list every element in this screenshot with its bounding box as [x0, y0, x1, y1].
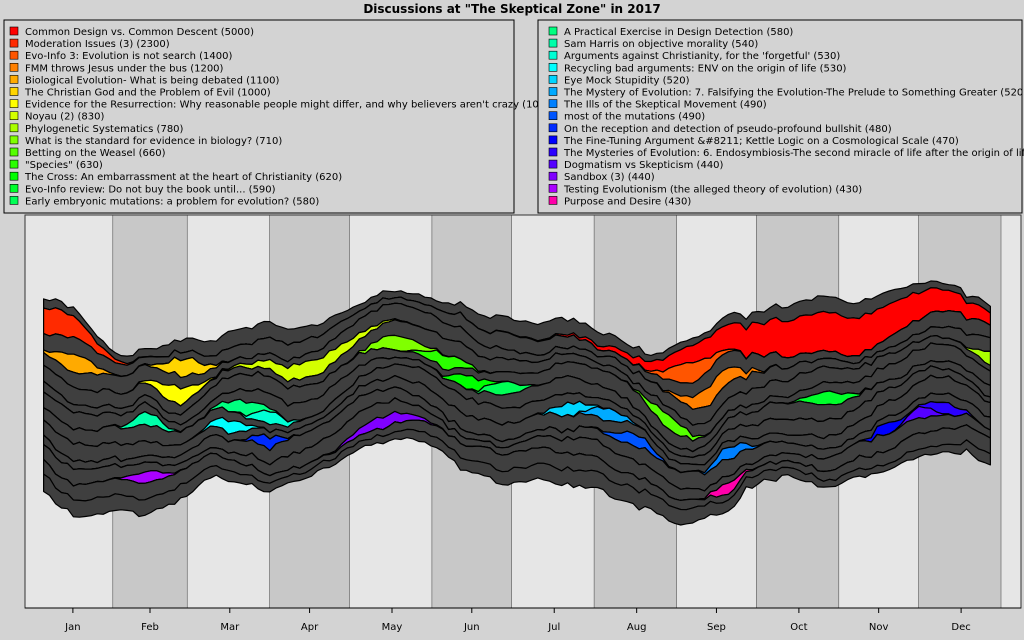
legend-left: Common Design vs. Common Descent (5000)M…: [3, 19, 556, 214]
legend-swatch: [9, 87, 19, 96]
legend-swatch: [548, 75, 558, 84]
legend-swatch: [9, 147, 19, 157]
legend-entry: The Fine-Tuning Argument &#8211; Kettle …: [563, 136, 959, 147]
legend-entry: Evo-Info 3: Evolution is not search (140…: [25, 51, 232, 62]
legend-entry: FMM throws Jesus under the bus (1200): [25, 63, 224, 74]
legend-entry: The Christian God and the Problem of Evi…: [24, 88, 271, 99]
legend-swatch: [9, 196, 19, 205]
legend-entry: The Mystery of Evolution: 7. Falsifying …: [563, 88, 1024, 99]
legend-entry: Noyau (2) (830): [25, 112, 104, 123]
legend-swatch: [9, 75, 19, 84]
x-tick-label: Aug: [627, 622, 647, 633]
legend-entry: Purpose and Desire (430): [564, 196, 691, 207]
legend-swatch: [9, 171, 19, 181]
legend-box: [3, 19, 515, 214]
legend-swatch: [548, 26, 558, 36]
legend-entry: On the reception and detection of pseudo…: [564, 124, 892, 135]
legend-swatch: [9, 38, 19, 48]
x-tick-label: Jan: [64, 622, 80, 633]
legend-entry: The Cross: An embarrassment at the heart…: [24, 172, 342, 183]
legend-entry: most of the mutations (490): [564, 112, 705, 123]
x-tick-label: May: [382, 622, 403, 633]
x-tick-label: Oct: [790, 622, 807, 633]
legend-entry: A Practical Exercise in Design Detection…: [564, 27, 793, 38]
legend-swatch: [548, 147, 558, 157]
legend-entry: Dogmatism vs Skepticism (440): [564, 160, 724, 171]
legend-swatch: [9, 99, 19, 108]
legend-swatch: [9, 62, 19, 72]
legend-entry: Testing Evolutionism (the alleged theory…: [563, 184, 862, 195]
legend-swatch: [548, 159, 558, 169]
x-axis: Jan Feb Mar Apr May Jun Jul Aug Sep Oct Nov Dec: [25, 607, 1021, 633]
chart-title: Discussions at "The Skeptical Zone" in 2…: [363, 2, 660, 16]
legend-entry: Eye Mock Stupidity (520): [564, 75, 690, 86]
legend-swatch: [548, 171, 558, 181]
legend-swatch: [548, 62, 558, 72]
legend-right: A Practical Exercise in Design Detection…: [537, 19, 1024, 214]
legend-swatch: [548, 99, 558, 108]
legend-swatch: [9, 135, 19, 145]
x-tick-label: Jun: [463, 622, 480, 633]
legend-swatch: [548, 50, 558, 60]
x-tick-label: Sep: [707, 622, 726, 633]
legend-swatch: [548, 135, 558, 145]
stream-layer-other: [43, 428, 991, 526]
legend-entry: Early embryonic mutations: a problem for…: [25, 196, 319, 207]
legend-entry: Sam Harris on objective morality (540): [564, 39, 758, 50]
legend-entry: Phylogenetic Systematics (780): [25, 124, 184, 135]
legend-entry: Common Design vs. Common Descent (5000): [25, 27, 254, 38]
legend-entry: Moderation Issues (3) (2300): [25, 39, 170, 50]
legend-entry: Evidence for the Resurrection: Why reaso…: [25, 100, 556, 111]
legend-swatch: [548, 111, 558, 120]
legend-swatch: [9, 50, 19, 60]
legend-entry: Biological Evolution- What is being deba…: [25, 75, 279, 86]
legend-swatch: [548, 123, 558, 133]
legend-swatch: [548, 196, 558, 205]
legend-entry: Recycling bad arguments: ENV on the orig…: [564, 63, 847, 74]
x-tick-label: Mar: [220, 622, 240, 633]
legend-box: [537, 19, 1023, 214]
legend-swatch: [9, 111, 19, 120]
legend-entry: What is the standard for evidence in bio…: [25, 136, 282, 147]
legend-entry: The Ills of the Skeptical Movement (490): [563, 100, 767, 111]
legend-swatch: [548, 87, 558, 96]
legend-entry: Betting on the Weasel (660): [25, 148, 166, 159]
x-tick-label: Dec: [951, 622, 970, 633]
legend-swatch: [548, 184, 558, 193]
x-tick-label: Nov: [869, 622, 889, 633]
legend-swatch: [9, 26, 19, 36]
x-tick-label: Jul: [547, 622, 560, 633]
legend-entry: The Mysteries of Evolution: 6. Endosymbi…: [563, 148, 1024, 159]
legend-entry: "Species" (630): [25, 160, 103, 171]
legend-swatch: [9, 159, 19, 169]
legend-swatch: [548, 38, 558, 48]
legend-entry: Evo-Info review: Do not buy the book unt…: [25, 184, 276, 195]
legend-swatch: [9, 184, 19, 193]
legend-entry: Sandbox (3) (440): [564, 172, 655, 183]
legend-swatch: [9, 123, 19, 133]
x-tick-label: Feb: [141, 622, 159, 633]
x-tick-label: Apr: [301, 622, 319, 633]
stream-layers: [43, 280, 991, 526]
legend-entry: Arguments against Christianity, for the …: [564, 51, 840, 62]
